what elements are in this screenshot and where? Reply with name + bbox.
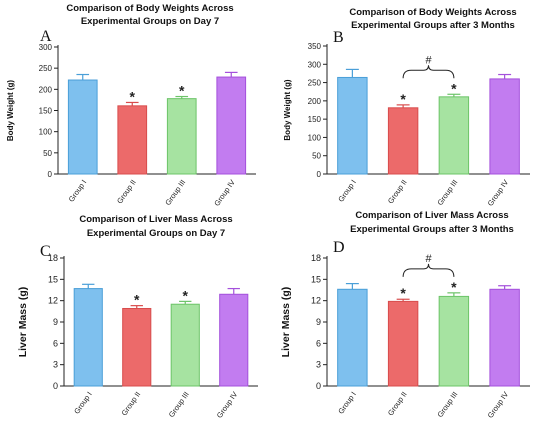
- bar-group-iii: [438, 96, 470, 175]
- y-tick-label: 9: [53, 317, 58, 327]
- x-tick-label: Group II: [386, 390, 409, 417]
- panel-letter: A: [40, 28, 52, 45]
- significance-marker: *: [400, 91, 406, 107]
- x-tick-label: Group II: [386, 178, 409, 205]
- y-axis-label: Liver Mass (g): [280, 287, 292, 358]
- significance-marker: *: [451, 80, 457, 96]
- y-tick-label: 0: [317, 170, 322, 179]
- y-tick-label: 0: [48, 170, 53, 179]
- panel-letter: B: [333, 29, 344, 46]
- panel-letter: D: [333, 239, 345, 256]
- bar-group-iv: [489, 78, 520, 175]
- y-tick-label: 18: [48, 253, 58, 263]
- x-tick-label: Group II: [119, 390, 142, 417]
- panel-b: Comparison of Body Weights Across Experim…: [283, 7, 530, 208]
- y-tick-label: 100: [308, 133, 322, 142]
- chart-title-line: Comparison of Liver Mass Across: [355, 210, 508, 221]
- x-tick-label: Group I: [336, 178, 358, 204]
- y-axis-label: Liver Mass (g): [17, 287, 29, 358]
- y-tick-label: 15: [48, 274, 58, 284]
- y-tick-label: 300: [39, 43, 53, 52]
- y-tick-label: 6: [53, 338, 58, 348]
- chart-title-line: Comparison of Liver Mass Across: [79, 214, 232, 225]
- bar-group-ii: [387, 300, 419, 387]
- x-tick-label: Group I: [336, 390, 358, 416]
- y-tick-label: 3: [53, 360, 58, 370]
- bar-group-iii: [170, 303, 200, 387]
- x-tick-label: Group I: [67, 178, 89, 204]
- y-tick-label: 12: [311, 296, 321, 306]
- panel-d: Comparison of Liver Mass Across Experimen…: [280, 210, 530, 420]
- y-tick-label: 250: [308, 79, 322, 88]
- bar-group-iii: [438, 295, 470, 387]
- y-tick-label: 50: [312, 152, 321, 161]
- bar-group-ii: [117, 105, 148, 175]
- panel-c: Comparison of Liver Mass Across Experimen…: [17, 214, 258, 420]
- x-tick-label: Group III: [163, 178, 187, 207]
- chart-title-line: Experimental Groups after 3 Months: [350, 224, 514, 235]
- significance-marker: *: [400, 285, 406, 301]
- x-tick-label: Group III: [435, 390, 459, 419]
- significance-marker: *: [179, 83, 185, 99]
- y-tick-label: 50: [43, 149, 52, 158]
- y-tick-label: 18: [311, 253, 321, 263]
- x-tick-label: Group III: [435, 178, 459, 207]
- chart-title-line: Comparison of Body Weights Across: [349, 7, 516, 18]
- bar-group-iv: [216, 76, 247, 175]
- chart-title-line: Experimental Groups after 3 Months: [351, 20, 515, 31]
- bar-group-ii: [122, 307, 152, 387]
- chart-title-line: Experimental Groups on Day 7: [81, 16, 219, 27]
- y-tick-label: 3: [316, 360, 321, 370]
- x-tick-label: Group III: [167, 390, 191, 419]
- y-tick-label: 9: [316, 317, 321, 327]
- y-tick-label: 15: [311, 274, 321, 284]
- bar-group-ii: [387, 107, 419, 175]
- y-tick-label: 6: [316, 338, 321, 348]
- bar-group-i: [73, 288, 103, 387]
- x-tick-label: Group IV: [212, 178, 237, 208]
- y-tick-label: 100: [39, 128, 53, 137]
- y-tick-label: 300: [308, 60, 322, 69]
- significance-marker: *: [130, 88, 136, 104]
- y-tick-label: 350: [308, 42, 322, 51]
- y-axis-label: Body Weight (g): [6, 80, 15, 142]
- significance-marker: *: [134, 292, 140, 308]
- y-tick-label: 200: [39, 85, 53, 94]
- y-axis-label: Body Weight (g): [283, 79, 292, 141]
- chart-title-line: Experimental Groups on Day 7: [87, 228, 225, 239]
- x-tick-label: Group I: [72, 390, 94, 416]
- x-tick-label: Group IV: [215, 390, 240, 420]
- y-tick-label: 12: [48, 296, 58, 306]
- bar-group-iv: [489, 288, 520, 387]
- panel-letter: C: [40, 243, 51, 260]
- y-tick-label: 0: [53, 381, 58, 391]
- x-tick-label: Group II: [115, 178, 138, 205]
- significance-marker: *: [451, 279, 457, 295]
- panel-a: Comparison of Body Weights Across Experim…: [6, 3, 256, 208]
- y-tick-label: 150: [308, 115, 322, 124]
- y-tick-label: 200: [308, 97, 322, 106]
- bar-group-i: [67, 79, 98, 175]
- significance-bracket: [402, 263, 455, 277]
- y-tick-label: 250: [39, 64, 53, 73]
- bar-group-iii: [166, 98, 197, 175]
- bracket-label: #: [425, 253, 432, 265]
- x-tick-label: Group IV: [486, 390, 511, 420]
- bar-group-iv: [219, 293, 249, 387]
- chart-title-line: Comparison of Body Weights Across: [66, 3, 233, 14]
- bar-group-i: [337, 76, 368, 175]
- significance-marker: *: [183, 287, 189, 303]
- bar-group-i: [337, 288, 368, 387]
- bracket-label: #: [425, 54, 432, 66]
- significance-bracket: [402, 65, 455, 79]
- x-tick-label: Group IV: [486, 178, 511, 208]
- y-tick-label: 0: [316, 381, 321, 391]
- y-tick-label: 150: [39, 107, 53, 116]
